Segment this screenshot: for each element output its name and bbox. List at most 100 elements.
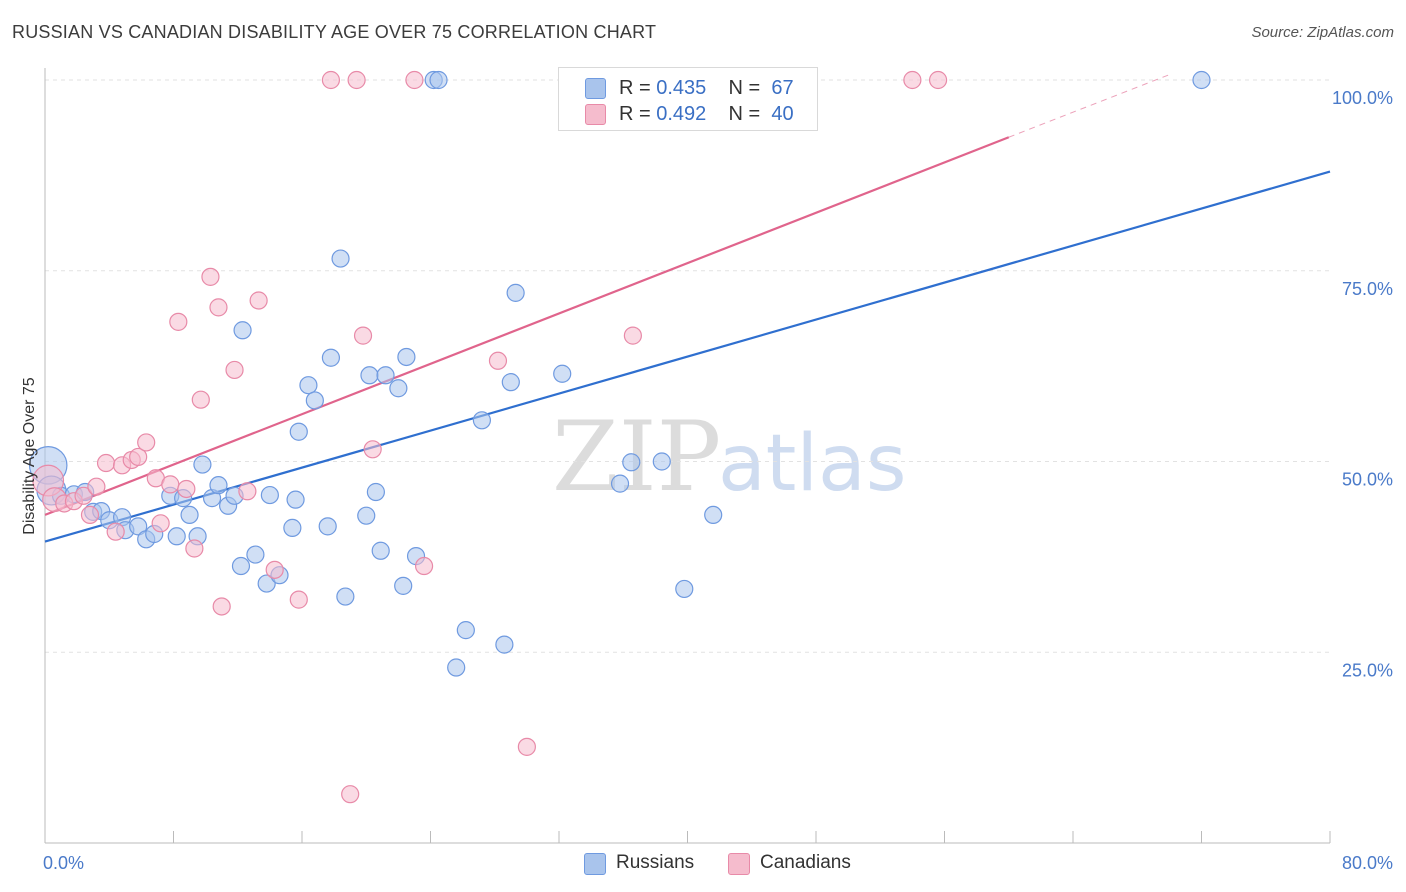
correlation-legend: R = 0.435 N = 67 R = 0.492 N = 40	[558, 67, 818, 131]
legend-n-label-russians: N =	[728, 76, 766, 99]
canadians-point-28	[321, 70, 341, 90]
canadians-point-29	[341, 785, 360, 804]
canadians-point-12	[137, 433, 156, 452]
russians-point-59	[622, 453, 641, 472]
canadians-point-8	[106, 522, 125, 541]
russians-point-42	[376, 366, 395, 385]
canadians-point-11	[129, 447, 148, 467]
russians-point-45	[397, 347, 416, 367]
russians-point-49	[447, 658, 466, 677]
canadians-point-7	[96, 453, 116, 473]
russians-point-36	[331, 249, 350, 268]
russians-point-32	[299, 376, 318, 395]
canadians-point-36	[517, 737, 536, 756]
legend-r-label-russians: R =	[619, 76, 657, 99]
canadians-point-23	[225, 360, 244, 380]
canadians-point-34	[414, 556, 434, 576]
russians-point-58	[610, 474, 630, 493]
russians-point-33	[305, 391, 324, 410]
russians-point-18	[193, 455, 212, 474]
legend-n-value-canadians: 40	[771, 102, 794, 125]
trend-lines	[44, 74, 1331, 543]
russians-point-63	[1192, 70, 1211, 90]
russians-point-29	[283, 518, 302, 537]
russians-point-53	[501, 373, 520, 392]
canadians-point-35	[488, 351, 508, 370]
watermark: ZIP atlas	[552, 401, 907, 513]
legend-n-value-russians: 67	[771, 76, 794, 99]
canadians-point-15	[161, 475, 180, 494]
russians-point-41	[371, 541, 390, 560]
legend-r-label-canadians: R =	[619, 102, 657, 125]
russians-point-25	[246, 545, 265, 564]
russians-point-30	[286, 490, 305, 509]
canadians-point-31	[353, 326, 373, 345]
russians-point-44	[394, 576, 413, 595]
canadians-point-26	[265, 560, 284, 579]
russians-point-40	[366, 482, 385, 502]
russians-point-61	[675, 579, 694, 599]
canadians-point-20	[201, 267, 220, 286]
canadians-point-27	[289, 590, 308, 609]
y-tick-label-1: 50.0%	[1342, 470, 1393, 490]
russians-point-62	[704, 505, 723, 525]
canadians-point-17	[177, 479, 196, 499]
canadians-point-37	[623, 326, 642, 345]
legend-r-value-russians: 0.435	[656, 76, 707, 99]
canadians-trend-line-extension	[1008, 74, 1170, 138]
y-axis-label: Disability Age Over 75	[21, 377, 38, 535]
canadians-point-32	[363, 440, 382, 459]
russians-point-51	[472, 411, 491, 430]
canadians-point-18	[185, 539, 204, 558]
canadians-point-25	[249, 291, 268, 310]
canadians-trend-line	[44, 136, 1010, 516]
legend-swatch-russians	[585, 78, 606, 99]
russians-point-24	[231, 556, 251, 576]
russians-point-38	[357, 506, 376, 525]
bottom-legend-swatch-russians	[584, 853, 606, 875]
russians-point-60	[652, 452, 671, 471]
russians-point-35	[321, 348, 341, 367]
russians-point-34	[318, 517, 337, 536]
x-tick-label-0: 0.0%	[43, 853, 84, 873]
russians-point-39	[360, 366, 379, 385]
russians-point-31	[289, 422, 308, 441]
legend-n-label-canadians: N =	[728, 102, 766, 125]
canadians-point-24	[238, 482, 257, 501]
russians-point-54	[506, 283, 525, 302]
canadians-point-33	[405, 70, 424, 90]
y-tick-label-3: 100.0%	[1332, 88, 1393, 108]
y-tick-label-2: 75.0%	[1342, 279, 1393, 299]
russians-point-27	[260, 485, 279, 505]
source-label: Source: ZipAtlas.com	[1251, 24, 1394, 41]
canadians-point-5	[80, 505, 100, 525]
canadians-point-14	[151, 514, 170, 533]
bottom-legend-swatch-canadians	[728, 853, 750, 875]
russians-point-23	[233, 321, 252, 340]
russians-point-55	[553, 364, 572, 383]
legend-swatch-canadians	[585, 104, 606, 125]
russians-point-16	[180, 505, 199, 525]
canadians-point-19	[191, 390, 210, 409]
russians-point-26	[257, 574, 276, 593]
russians-point-52	[495, 635, 514, 654]
russians-point-43	[389, 379, 408, 398]
russians-point-10	[129, 517, 148, 536]
legend-r-value-canadians: 0.492	[656, 102, 707, 125]
canadians-point-4	[74, 486, 93, 505]
watermark-atlas: atlas	[718, 419, 907, 509]
russians-point-20	[209, 476, 228, 495]
canadians-point-39	[928, 70, 948, 90]
russians-point-48	[429, 70, 448, 90]
canadians-point-6	[87, 477, 106, 496]
tick-labels: 25.0% 50.0% 75.0% 100.0% 0.0% 80.0%	[43, 88, 1393, 873]
russians-point-14	[167, 527, 186, 546]
canadians-point-16	[169, 312, 188, 331]
canadians-point-38	[903, 70, 922, 90]
data-points	[28, 70, 1211, 804]
canadians-point-22	[212, 597, 231, 616]
bottom-legend-label-canadians: Canadians	[760, 852, 851, 873]
x-tick-label-1: 80.0%	[1342, 853, 1393, 873]
canadians-point-21	[209, 298, 228, 317]
